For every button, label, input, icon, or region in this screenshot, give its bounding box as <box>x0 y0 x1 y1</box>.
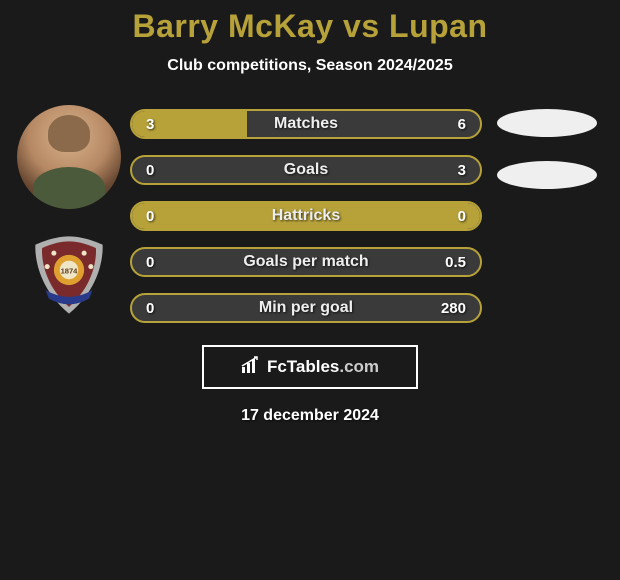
opponent-crest-placeholder <box>497 161 597 189</box>
page-title: Barry McKay vs Lupan <box>0 8 620 45</box>
stat-right-value: 0.5 <box>445 249 466 275</box>
stat-bar-hattricks: 0 Hattricks 0 <box>130 201 482 231</box>
stat-bar-min-per-goal: 0 Min per goal 280 <box>130 293 482 323</box>
main-row: 1874 3 Matches 6 0 Goals 3 <box>0 103 620 323</box>
stat-label: Min per goal <box>132 295 480 321</box>
brand-suffix: .com <box>339 357 379 376</box>
opponent-avatar-placeholder <box>497 109 597 137</box>
chart-icon <box>241 356 261 379</box>
stat-bar-goals-per-match: 0 Goals per match 0.5 <box>130 247 482 277</box>
stat-label: Goals per match <box>132 249 480 275</box>
stat-bar-goals: 0 Goals 3 <box>130 155 482 185</box>
stat-bar-matches: 3 Matches 6 <box>130 109 482 139</box>
stat-right-value: 6 <box>458 111 466 137</box>
club-crest: 1874 <box>27 233 111 317</box>
crest-year: 1874 <box>61 266 79 275</box>
footer: FcTables.com 17 december 2024 <box>0 345 620 425</box>
stat-right-value: 280 <box>441 295 466 321</box>
stat-right-value: 3 <box>458 157 466 183</box>
stat-right-value: 0 <box>458 203 466 229</box>
brand-text: FcTables.com <box>267 357 379 377</box>
stat-label: Goals <box>132 157 480 183</box>
stat-label: Matches <box>132 111 480 137</box>
date-line: 17 december 2024 <box>241 407 379 425</box>
stat-label: Hattricks <box>132 203 480 229</box>
player-avatar <box>17 105 121 209</box>
brand-name: FcTables <box>267 357 339 376</box>
left-column: 1874 <box>8 103 130 317</box>
subtitle: Club competitions, Season 2024/2025 <box>0 57 620 75</box>
right-column <box>482 103 612 189</box>
brand-box[interactable]: FcTables.com <box>202 345 418 389</box>
comparison-card: Barry McKay vs Lupan Club competitions, … <box>0 0 620 425</box>
stats-column: 3 Matches 6 0 Goals 3 0 Hattricks 0 0 Go… <box>130 103 482 323</box>
